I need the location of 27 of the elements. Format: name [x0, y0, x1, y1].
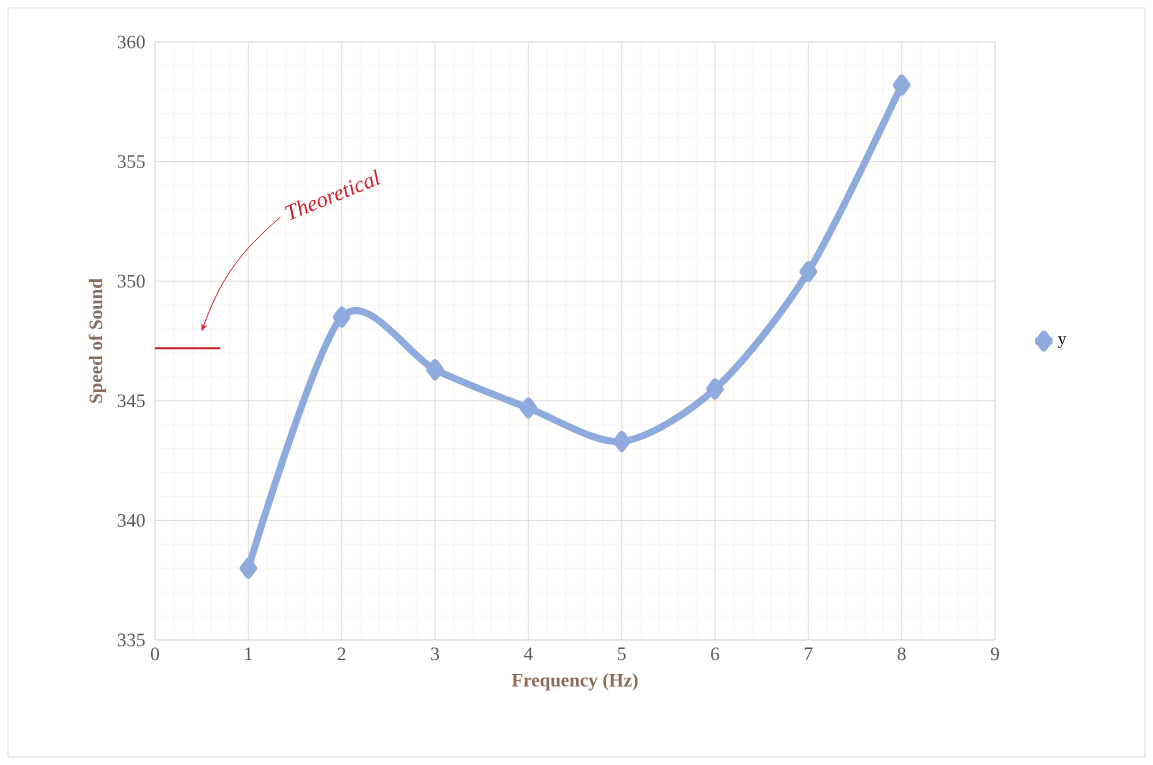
y-tick-label: 350 [117, 274, 145, 288]
x-tick-label: 7 [804, 647, 813, 660]
y-tick-label: 340 [117, 513, 145, 527]
y-axis-title: Speed of Sound [88, 278, 107, 403]
x-tick-label: 1 [245, 647, 252, 661]
legend-label: y [1058, 336, 1067, 348]
x-tick-label: 5 [618, 647, 626, 661]
x-tick-label: 9 [990, 647, 999, 661]
x-tick-label: 0 [150, 647, 160, 661]
x-tick-label: 3 [431, 647, 440, 661]
x-tick-label: 2 [337, 647, 346, 661]
x-tick-label: 6 [711, 647, 720, 661]
y-tick-label: 355 [117, 155, 145, 168]
point [892, 74, 911, 96]
point [519, 397, 538, 419]
x-axis-title: Frequency (Hz) [511, 673, 638, 691]
point [612, 430, 631, 452]
x-tick-label: 4 [523, 647, 533, 661]
y-tick-label: 360 [117, 35, 145, 49]
y-tick-label: 335 [117, 633, 145, 647]
point [332, 306, 351, 328]
y-tick-label: 345 [117, 394, 145, 408]
x-tick-label: 8 [897, 647, 906, 661]
point [239, 557, 258, 579]
point [799, 261, 818, 283]
point [706, 378, 724, 400]
point [426, 359, 444, 381]
